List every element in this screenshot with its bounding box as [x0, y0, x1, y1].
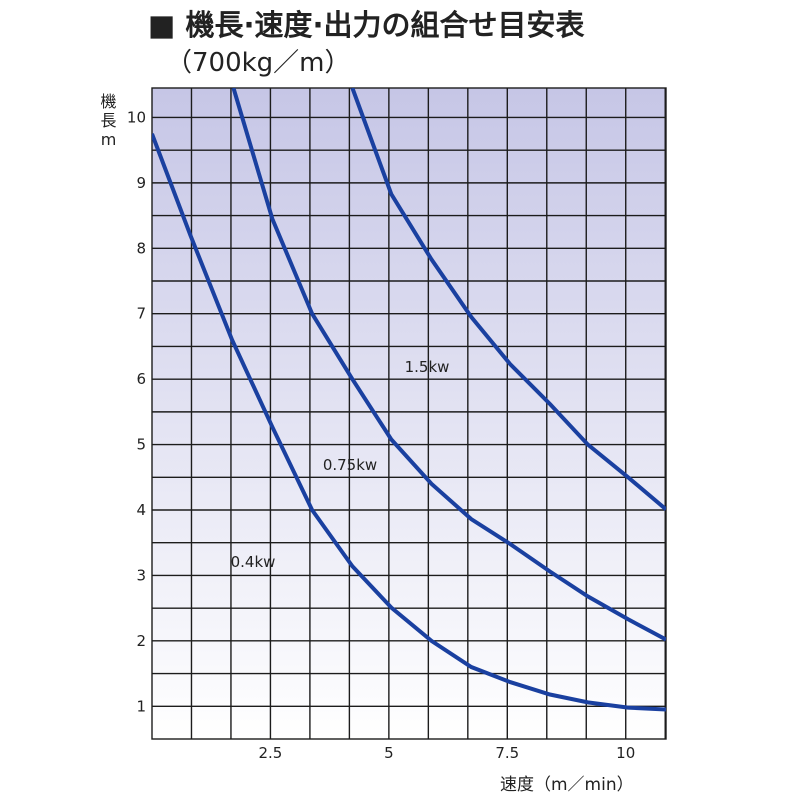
series-label: 0.4kw: [231, 553, 276, 571]
series-label: 0.75kw: [323, 456, 377, 474]
x-axis-label: 速度（m／min）: [500, 775, 634, 795]
y-tick-label: 9: [136, 174, 146, 192]
plot-border: [151, 87, 667, 740]
x-tick-label: 2.5: [259, 744, 283, 762]
y-tick-label: 3: [136, 566, 146, 584]
x-tick-label: 5: [384, 744, 394, 762]
line-series: [231, 88, 666, 642]
y-tick-label: 2: [136, 632, 146, 650]
y-tick-label: 6: [136, 370, 146, 388]
line-series: [350, 88, 666, 511]
y-tick-label: 8: [136, 239, 146, 257]
y-tick-label: 4: [136, 501, 146, 519]
y-tick-label: 7: [136, 305, 146, 323]
y-tick-label: 5: [136, 436, 146, 454]
y-tick-label: 10: [127, 108, 146, 126]
series-label: 1.5kw: [405, 358, 450, 376]
y-tick-label: 1: [136, 697, 146, 715]
chart-title: ■ 機長·速度·出力の組合せ目安表: [148, 8, 585, 42]
y-axis-label: 機長m: [100, 92, 117, 149]
chart-subtitle: （700kg／m）: [166, 48, 351, 78]
plot-area: [152, 88, 666, 739]
x-tick-label: 10: [616, 744, 635, 762]
line-series: [152, 133, 666, 712]
x-tick-label: 7.5: [495, 744, 519, 762]
